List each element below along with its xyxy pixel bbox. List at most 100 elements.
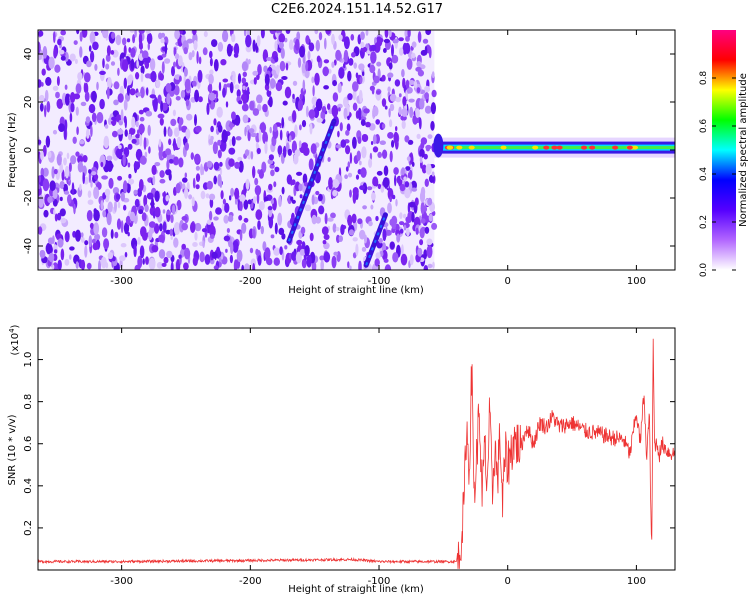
- noise-blob: [308, 109, 316, 119]
- noise-blob: [359, 185, 365, 191]
- noise-blob: [361, 246, 367, 252]
- noise-blob: [406, 87, 413, 94]
- noise-blob: [150, 70, 157, 83]
- noise-blob: [184, 187, 189, 199]
- noise-blob: [252, 39, 256, 52]
- noise-blob: [311, 194, 315, 206]
- noise-blob: [91, 112, 97, 123]
- noise-blob: [389, 103, 395, 112]
- noise-blob: [39, 94, 45, 102]
- noise-blob: [138, 209, 144, 215]
- noise-blob: [53, 31, 56, 44]
- spectrogram-streak-core: [365, 214, 387, 266]
- noise-blob: [430, 102, 436, 115]
- noise-blob: [323, 251, 331, 263]
- noise-blob: [88, 103, 96, 114]
- noise-blob: [411, 52, 416, 59]
- noise-blob: [47, 237, 55, 245]
- noise-blob: [338, 235, 343, 242]
- noise-blob: [323, 234, 330, 240]
- noise-blob: [181, 222, 188, 231]
- snr-y-label: SNR (10 * v/v): [7, 414, 18, 485]
- noise-blob: [284, 86, 292, 99]
- noise-blob: [395, 198, 398, 207]
- colorbar-tick-label: 0.0: [699, 263, 709, 278]
- noise-blob: [142, 57, 149, 63]
- noise-blob: [389, 241, 395, 250]
- noise-blob: [340, 224, 345, 236]
- noise-blob: [249, 100, 255, 111]
- noise-blob: [91, 238, 96, 244]
- noise-blob: [415, 227, 419, 235]
- noise-blob: [408, 98, 415, 103]
- noise-blob: [417, 31, 422, 43]
- noise-blob: [186, 113, 193, 121]
- noise-blob: [373, 75, 380, 84]
- spectrogram-heatmap: [38, 30, 675, 270]
- noise-blob: [52, 188, 58, 199]
- noise-blob: [155, 79, 161, 89]
- noise-blob: [158, 234, 165, 243]
- noise-blob: [123, 204, 127, 211]
- noise-blob: [282, 145, 287, 158]
- noise-blob: [60, 217, 67, 224]
- noise-blob: [147, 42, 150, 51]
- noise-blob: [352, 88, 357, 101]
- noise-blob: [107, 201, 113, 213]
- noise-blob: [55, 91, 60, 99]
- noise-blob: [398, 93, 402, 98]
- noise-blob: [136, 59, 139, 69]
- noise-blob: [375, 215, 379, 222]
- noise-blob: [268, 183, 273, 191]
- noise-blob: [88, 169, 92, 174]
- noise-blob: [173, 61, 176, 68]
- noise-blob: [316, 117, 323, 123]
- noise-blob: [175, 259, 181, 270]
- noise-blob: [59, 208, 66, 217]
- noise-blob: [101, 175, 108, 180]
- noise-blob: [151, 197, 154, 209]
- noise-blob: [200, 190, 206, 200]
- noise-blob: [99, 70, 106, 75]
- noise-blob: [44, 104, 47, 118]
- noise-blob: [331, 61, 335, 68]
- noise-blob: [267, 206, 273, 211]
- noise-blob: [358, 260, 362, 270]
- noise-blob: [226, 43, 233, 57]
- noise-blob: [234, 84, 240, 90]
- noise-blob: [75, 151, 80, 157]
- noise-blob: [195, 125, 202, 133]
- noise-blob: [421, 218, 426, 224]
- noise-blob: [394, 79, 401, 87]
- noise-blob: [307, 50, 311, 61]
- noise-blob: [419, 148, 425, 158]
- noise-blob: [241, 103, 249, 112]
- noise-blob: [129, 88, 136, 96]
- noise-blob: [252, 228, 256, 239]
- snr-y-tick-label: 0.4: [23, 478, 34, 494]
- noise-blob: [371, 192, 376, 201]
- noise-blob: [423, 153, 428, 160]
- noise-blob: [228, 147, 236, 155]
- spectrogram-y-tick-label: 20: [23, 96, 34, 109]
- noise-blob: [40, 82, 44, 87]
- noise-blob: [278, 227, 285, 235]
- noise-blob: [180, 89, 186, 99]
- noise-blob: [321, 106, 327, 113]
- noise-blob: [160, 100, 164, 113]
- noise-blob: [255, 94, 263, 104]
- noise-blob: [144, 151, 148, 158]
- noise-blob: [165, 229, 171, 235]
- noise-blob: [270, 169, 275, 177]
- noise-blob: [169, 228, 173, 237]
- noise-blob: [395, 223, 400, 232]
- noise-blob: [183, 262, 189, 270]
- noise-blob: [225, 101, 229, 108]
- noise-blob: [320, 110, 326, 121]
- noise-blob: [154, 206, 161, 218]
- noise-blob: [378, 238, 383, 244]
- noise-blob: [217, 124, 223, 133]
- noise-blob: [46, 243, 50, 255]
- noise-blob: [137, 236, 141, 245]
- noise-blob: [345, 166, 349, 172]
